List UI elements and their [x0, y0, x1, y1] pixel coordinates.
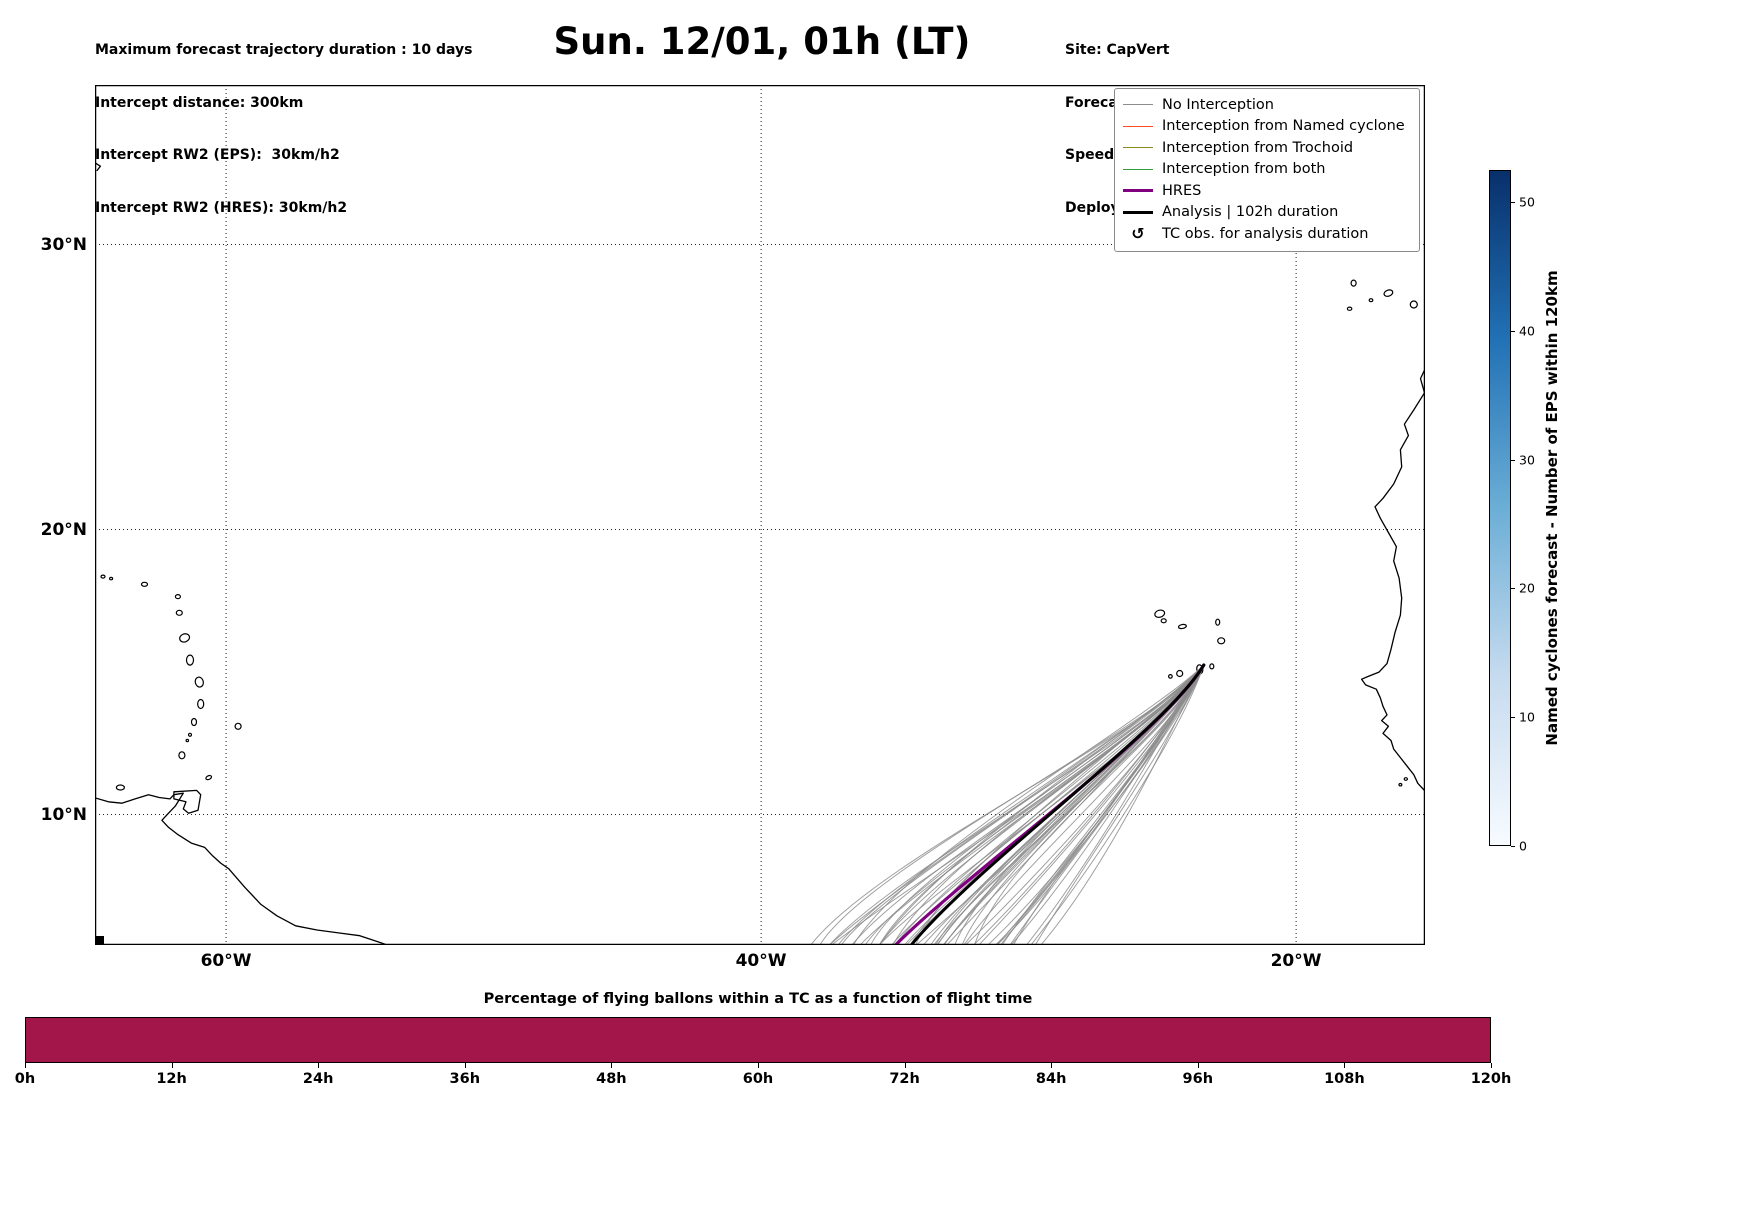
lon-tick-label: 40°W [735, 951, 787, 971]
legend-line-swatch [1123, 147, 1153, 149]
flight-axis-tick-label: 120h [1470, 1071, 1512, 1087]
legend-item-label: Interception from both [1162, 161, 1326, 178]
legend-line-swatch [1123, 125, 1153, 127]
flight-axis-tick-label: 36h [449, 1071, 481, 1087]
intercept-rw2-hres-text: Intercept RW2 (HRES): 30km/h2 [95, 199, 348, 216]
lon-tick-label: 20°W [1270, 951, 1322, 971]
site-text: Site: CapVert [1065, 42, 1170, 58]
colorbar-label: Named cyclones forecast - Number of EPS … [1543, 270, 1561, 746]
lat-tick-label: 30°N [40, 234, 87, 255]
legend-item-label: HRES [1162, 182, 1202, 199]
flight-axis-tickmark [464, 1063, 466, 1068]
flight-axis-tickmark [1344, 1063, 1346, 1068]
lon-tick-label: 60°W [200, 951, 252, 971]
colorbar-tick-label: 10 [1519, 709, 1535, 725]
colorbar-tickmark [1511, 717, 1515, 718]
legend-line-swatch [1123, 168, 1153, 170]
flight-percentage-bar [25, 1017, 1491, 1063]
flight-axis-tickmark [611, 1063, 613, 1068]
flight-bar-title: Percentage of flying ballons within a TC… [483, 991, 1033, 1007]
trajectory-map [95, 85, 1425, 945]
legend-line [1123, 125, 1153, 127]
legend-line [1123, 189, 1153, 193]
legend-line [1123, 104, 1153, 106]
colorbar-tickmark [1511, 331, 1515, 332]
map-legend: No Interception Interception from Named c… [1114, 88, 1420, 252]
legend-item: Analysis | 102h duration [1123, 202, 1411, 224]
flight-axis-tick-label: 0h [14, 1071, 36, 1087]
legend-line-swatch [1123, 210, 1153, 214]
flight-axis-tick-label: 48h [596, 1071, 627, 1087]
colorbar-tickmark [1511, 588, 1515, 589]
run-parameters-block: Maximum forecast trajectory duration : 1… [95, 7, 472, 252]
colorbar-tick-label: 40 [1519, 323, 1535, 339]
legend-item: HRES [1123, 180, 1411, 202]
trajectory-lines [810, 663, 1206, 945]
legend-item-label: No Interception [1162, 96, 1274, 113]
flight-axis-tick-label: 84h [1035, 1071, 1067, 1087]
flight-axis-tick-label: 72h [889, 1071, 920, 1087]
legend-item-label: Interception from Named cyclone [1162, 118, 1405, 135]
flight-axis-tickmark [1197, 1063, 1199, 1068]
lat-tick-label: 20°N [40, 519, 87, 540]
legend-item: Interception from both [1123, 159, 1411, 181]
flight-axis-tickmark [318, 1063, 320, 1068]
legend-item: Interception from Trochoid [1123, 137, 1411, 159]
flight-axis-tickmark [904, 1063, 906, 1068]
colorbar-tickmark [1511, 202, 1515, 203]
flight-axis-tickmark [758, 1063, 759, 1068]
tc-obs-icon-glyph: ↺ [1131, 223, 1145, 243]
map-border [95, 85, 1425, 945]
colorbar-tick-label: 20 [1519, 580, 1535, 596]
legend-line [1123, 147, 1153, 149]
flight-axis-tick-label: 12h [156, 1071, 187, 1087]
flight-axis-tickmark [1491, 1063, 1492, 1068]
colorbar-tick-label: 0 [1519, 838, 1527, 854]
flight-axis-tickmark [25, 1063, 26, 1068]
colorbar-tickmark [1511, 460, 1515, 461]
intercept-distance-text: Intercept distance: 300km [95, 94, 304, 111]
legend-line [1123, 210, 1153, 214]
legend-item-label: Analysis | 102h duration [1162, 204, 1339, 221]
flight-axis-tick-label: 60h [742, 1071, 774, 1087]
tc-obs-icon: ↺ [1123, 223, 1153, 243]
flight-axis-tick-label: 108h [1324, 1071, 1365, 1087]
legend-line [1123, 168, 1153, 170]
legend-line-swatch [1123, 104, 1153, 106]
colorbar-tick-label: 30 [1519, 452, 1535, 468]
flight-axis-tick-label: 24h [302, 1071, 334, 1087]
max-duration-text: Maximum forecast trajectory duration : 1… [95, 42, 473, 58]
intercept-rw2-eps-text: Intercept RW2 (EPS): 30km/h2 [95, 147, 340, 163]
legend-item: ↺ TC obs. for analysis duration [1123, 223, 1411, 245]
flight-axis-tickmark [171, 1063, 173, 1068]
lat-tick-label: 10°N [40, 804, 87, 825]
legend-item: No Interception [1123, 94, 1411, 116]
flight-axis-tick-label: 96h [1182, 1071, 1214, 1087]
colorbar [1489, 170, 1511, 846]
legend-item-label: TC obs. for analysis duration [1162, 225, 1369, 242]
legend-line-swatch [1123, 189, 1153, 193]
flight-axis-tickmark [1051, 1063, 1053, 1068]
colorbar-tick-label: 50 [1519, 194, 1535, 210]
page-title: Sun. 12/01, 01h (LT) [553, 20, 971, 63]
colorbar-tickmark [1511, 846, 1515, 847]
legend-item-label: Interception from Trochoid [1162, 139, 1354, 156]
coastlines [95, 162, 1425, 945]
legend-item: Interception from Named cyclone [1123, 116, 1411, 138]
